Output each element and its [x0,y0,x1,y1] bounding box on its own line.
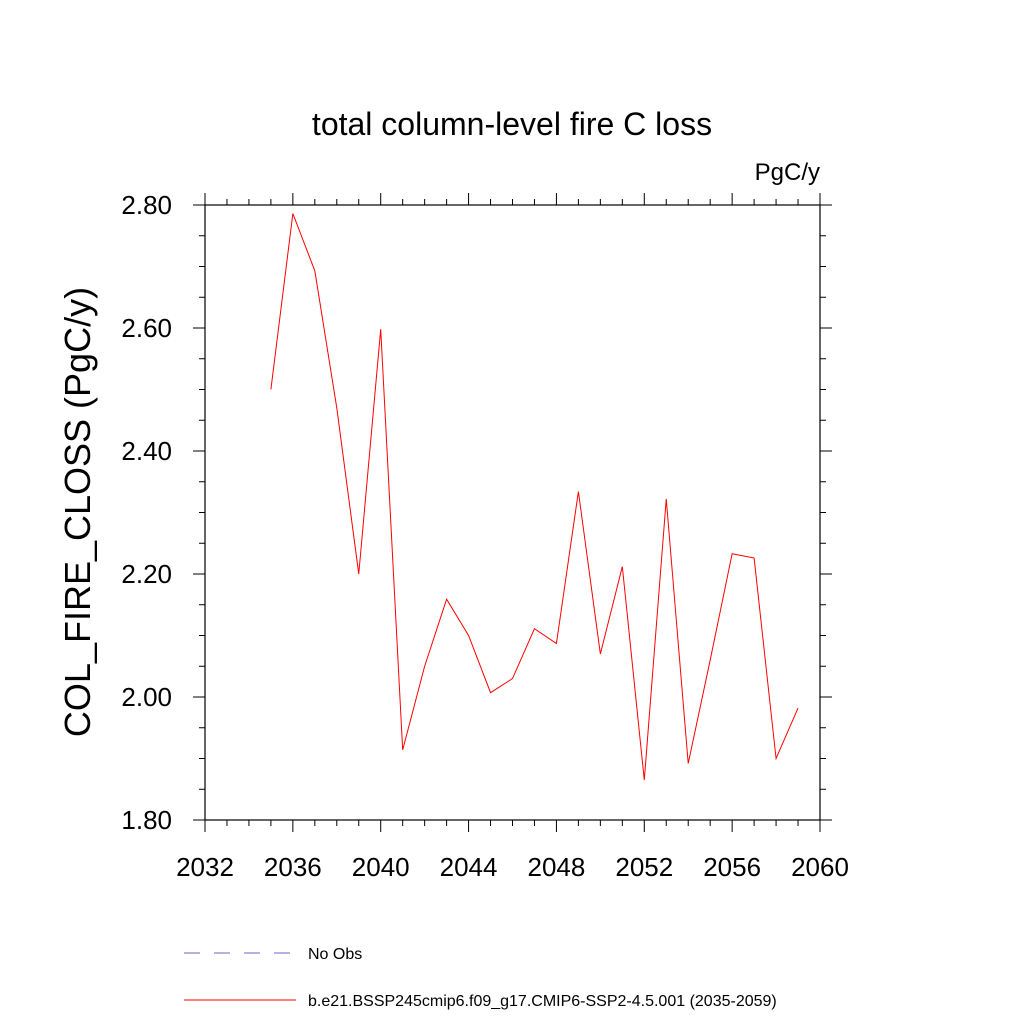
y-tick-label: 2.40 [121,436,172,466]
y-axis-label: COL_FIRE_CLOSS (PgC/y) [57,287,98,737]
x-tick-label: 2032 [176,852,234,882]
y-tick-label: 1.80 [121,805,172,835]
series-layer [270,213,799,781]
y-tick-label: 2.60 [121,313,172,343]
x-tick-label: 2056 [703,852,761,882]
x-tick-label: 2036 [264,852,322,882]
x-tick-label: 2040 [352,852,410,882]
chart-title: total column-level fire C loss [312,106,712,142]
units-label: PgC/y [755,159,820,186]
legend-label: b.e21.BSSP245cmip6.f09_g17.CMIP6-SSP2-4.… [308,993,777,1010]
series-line [270,213,799,781]
plot-frame [204,204,821,821]
legend-label: No Obs [308,946,362,963]
legend: No Obs b.e21.BSSP245cmip6.f09_g17.CMIP6-S… [184,946,777,1010]
x-tick-label: 2060 [791,852,849,882]
y-tick-label: 2.80 [121,190,172,220]
x-tick-label: 2044 [440,852,498,882]
y-tick-label: 2.20 [121,559,172,589]
axis-ticks: 2032 2036 2040 2044 2048 2052 2056 2060 1.80 2.00… [121,190,849,882]
x-tick-label: 2048 [528,852,586,882]
x-tick-label: 2052 [615,852,673,882]
y-tick-label: 2.00 [121,682,172,712]
